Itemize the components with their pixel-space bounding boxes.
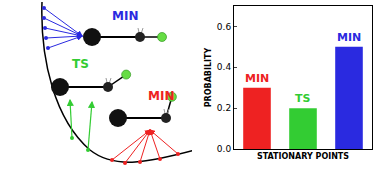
svg-text:TS: TS bbox=[72, 57, 89, 71]
svg-text:TS: TS bbox=[295, 92, 311, 105]
svg-text:PROBABILITY: PROBABILITY bbox=[204, 48, 213, 108]
svg-text:MIN: MIN bbox=[337, 31, 361, 44]
svg-text:0.0: 0.0 bbox=[217, 144, 232, 154]
svg-text:0.6: 0.6 bbox=[217, 22, 232, 32]
svg-text:MIN: MIN bbox=[245, 72, 269, 85]
svg-text:STATIONARY POINTS: STATIONARY POINTS bbox=[257, 152, 349, 161]
svg-text:MIN: MIN bbox=[148, 89, 174, 103]
svg-text:MIN: MIN bbox=[112, 9, 138, 23]
svg-text:0.4: 0.4 bbox=[217, 62, 232, 72]
svg-text:0.2: 0.2 bbox=[217, 103, 231, 113]
